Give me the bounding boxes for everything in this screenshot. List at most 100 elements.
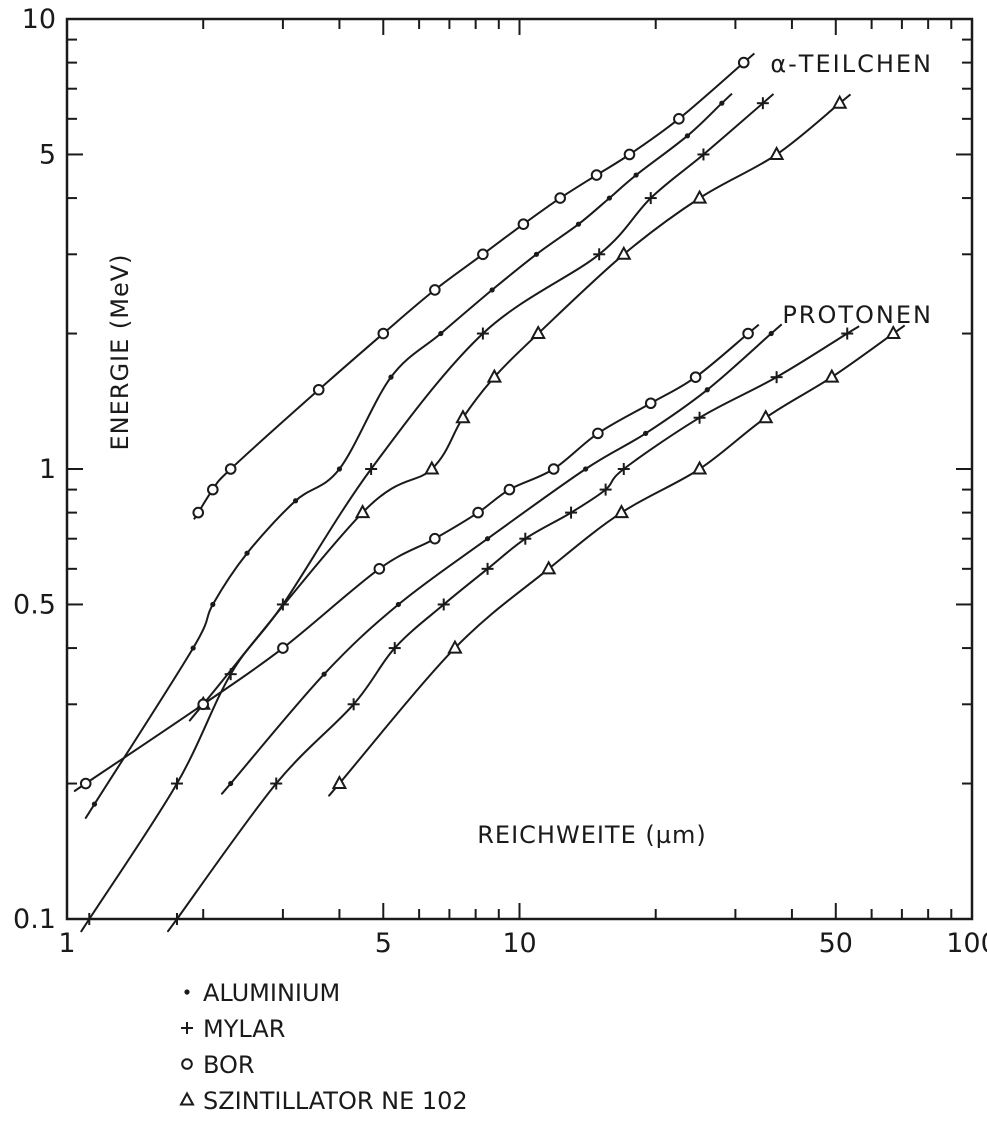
data-point-circle xyxy=(377,327,390,340)
data-point-dot xyxy=(292,498,299,504)
data-point-plus xyxy=(276,598,289,611)
data-point-dot xyxy=(228,780,234,787)
series-line-proton-triangle xyxy=(328,324,906,797)
data-point-circle xyxy=(503,483,516,496)
x-tick-label: 1 xyxy=(58,928,75,959)
data-point-circle xyxy=(192,506,205,519)
data-point-dot xyxy=(395,601,402,608)
y-tick-label: 5 xyxy=(39,139,56,170)
data-point-circle xyxy=(517,218,530,230)
data-point-triangle xyxy=(758,409,774,424)
data-point-plus xyxy=(437,598,450,611)
data-point-circle xyxy=(429,284,441,296)
data-point-plus xyxy=(481,562,494,575)
y-axis-title: ENERGIE (MeV) xyxy=(106,253,134,450)
data-point-triangle xyxy=(530,324,546,340)
data-point-dot xyxy=(210,601,216,608)
y-tick-label: 0.1 xyxy=(13,904,56,935)
data-point-dot xyxy=(489,287,495,293)
data-point-plus xyxy=(347,698,360,711)
data-point-plus xyxy=(565,506,578,519)
series-line-proton-circle xyxy=(73,323,760,792)
x-tick-label: 100 xyxy=(946,928,987,959)
data-point-dot xyxy=(575,221,582,227)
data-point-plus xyxy=(170,777,183,790)
data-point-plus xyxy=(841,327,854,340)
plot-frame xyxy=(65,17,974,921)
data-point-triangle xyxy=(885,324,901,340)
data-point-circle xyxy=(197,698,210,711)
data-point-plus xyxy=(593,248,606,261)
data-point-circle xyxy=(592,427,604,440)
legend-label: BOR xyxy=(203,1051,255,1079)
legend: ALUMINIUM MYLAR BOR SZINTILLATOR NE 102 xyxy=(179,979,468,1115)
data-point-circle xyxy=(673,113,685,125)
data-point-plus xyxy=(697,148,710,161)
series-line-alpha-plus xyxy=(80,93,775,933)
y-tick-label: 10 xyxy=(22,4,56,35)
data-point-circle xyxy=(689,371,702,383)
data-point-dot xyxy=(583,466,589,472)
data-point-dot xyxy=(438,330,444,337)
data-point-plus xyxy=(224,668,237,681)
x-tick-label: 10 xyxy=(502,928,536,959)
data-point-dot xyxy=(321,671,327,677)
legend-item-dot: ALUMINIUM xyxy=(184,979,340,1007)
x-tick-label: 50 xyxy=(819,928,853,959)
data-point-dot xyxy=(244,550,250,556)
legend-marker-triangle xyxy=(179,1091,195,1106)
data-point-plus xyxy=(388,642,401,655)
data-point-dot xyxy=(643,430,649,436)
y-tick-label: 0.5 xyxy=(13,589,56,620)
data-point-circle xyxy=(429,532,441,545)
data-point-dot xyxy=(606,195,612,201)
data-point-circle xyxy=(472,506,484,519)
data-point-dot xyxy=(336,466,343,472)
axis-ticks xyxy=(66,18,973,920)
data-point-triangle xyxy=(354,504,371,519)
data-point-triangle xyxy=(455,409,471,424)
data-point-plus xyxy=(770,371,783,384)
data-point-dot xyxy=(388,374,394,380)
legend-marker-plus xyxy=(181,1022,193,1034)
data-point-triangle xyxy=(613,504,630,519)
data-markers xyxy=(79,56,901,925)
data-point-plus xyxy=(756,97,769,110)
data-point-triangle xyxy=(616,245,632,260)
data-point-plus xyxy=(83,913,96,925)
data-point-circle xyxy=(737,56,750,69)
data-point-dot xyxy=(719,100,725,106)
data-point-triangle xyxy=(447,639,463,654)
data-point-triangle xyxy=(331,774,348,790)
axis-tick-labels: 1 5 10 50 100 0.1 0.5 1 5 10 xyxy=(13,4,987,959)
data-point-triangle xyxy=(691,189,708,204)
data-point-plus xyxy=(476,327,489,340)
data-point-circle xyxy=(79,777,92,790)
data-point-triangle xyxy=(691,460,708,475)
data-point-circle xyxy=(547,463,560,475)
series-line-proton-dot xyxy=(221,323,783,795)
data-point-plus xyxy=(270,777,283,790)
data-point-dot xyxy=(91,801,98,807)
data-point-triangle xyxy=(540,560,557,575)
data-point-circle xyxy=(224,463,237,475)
data-point-dot xyxy=(633,172,639,178)
legend-item-circle: BOR xyxy=(181,1051,255,1079)
data-point-plus xyxy=(365,463,378,475)
annotation-protons: PROTONEN xyxy=(782,301,933,329)
data-point-plus xyxy=(519,532,532,545)
data-point-circle xyxy=(373,563,386,575)
data-point-circle xyxy=(644,397,657,410)
data-point-circle xyxy=(742,327,754,340)
legend-item-plus: MYLAR xyxy=(181,1015,285,1043)
annotation-alpha: α-TEILCHEN xyxy=(770,50,933,78)
data-point-triangle xyxy=(768,145,785,160)
legend-label: SZINTILLATOR NE 102 xyxy=(203,1087,468,1115)
data-point-triangle xyxy=(424,460,440,475)
legend-item-triangle: SZINTILLATOR NE 102 xyxy=(179,1087,468,1115)
data-curves xyxy=(73,52,906,933)
legend-label: ALUMINIUM xyxy=(203,979,340,1007)
data-point-circle xyxy=(277,642,289,654)
data-point-dot xyxy=(704,387,710,393)
data-point-dot xyxy=(484,536,491,542)
